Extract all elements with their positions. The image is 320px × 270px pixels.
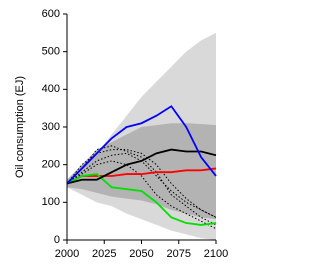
y-tick-label: 300 (42, 121, 60, 133)
x-tick-label: 2050 (129, 248, 153, 260)
line (66, 145, 217, 226)
line (66, 160, 217, 230)
y-tick-label: 400 (42, 83, 60, 95)
y-tick-label: 100 (42, 196, 60, 208)
y-tick-label: 600 (42, 8, 60, 20)
y-axis-label: Oil consumption (EJ) (14, 76, 26, 178)
x-tick-label: 2100 (204, 248, 228, 260)
x-tick-label: 2075 (167, 248, 191, 260)
chart: Oil consumption (EJ) 0 100 200 300 400 500 600… (14, 8, 228, 260)
line (66, 173, 217, 226)
x-tick-label: 2000 (55, 248, 79, 260)
line (66, 167, 217, 185)
x-tick-label: 2025 (92, 248, 116, 260)
y-tick-label: 500 (42, 46, 60, 58)
y-tick-label: 0 (54, 234, 60, 246)
line (66, 105, 217, 185)
line (66, 148, 217, 185)
y-tick-label: 200 (42, 159, 60, 171)
